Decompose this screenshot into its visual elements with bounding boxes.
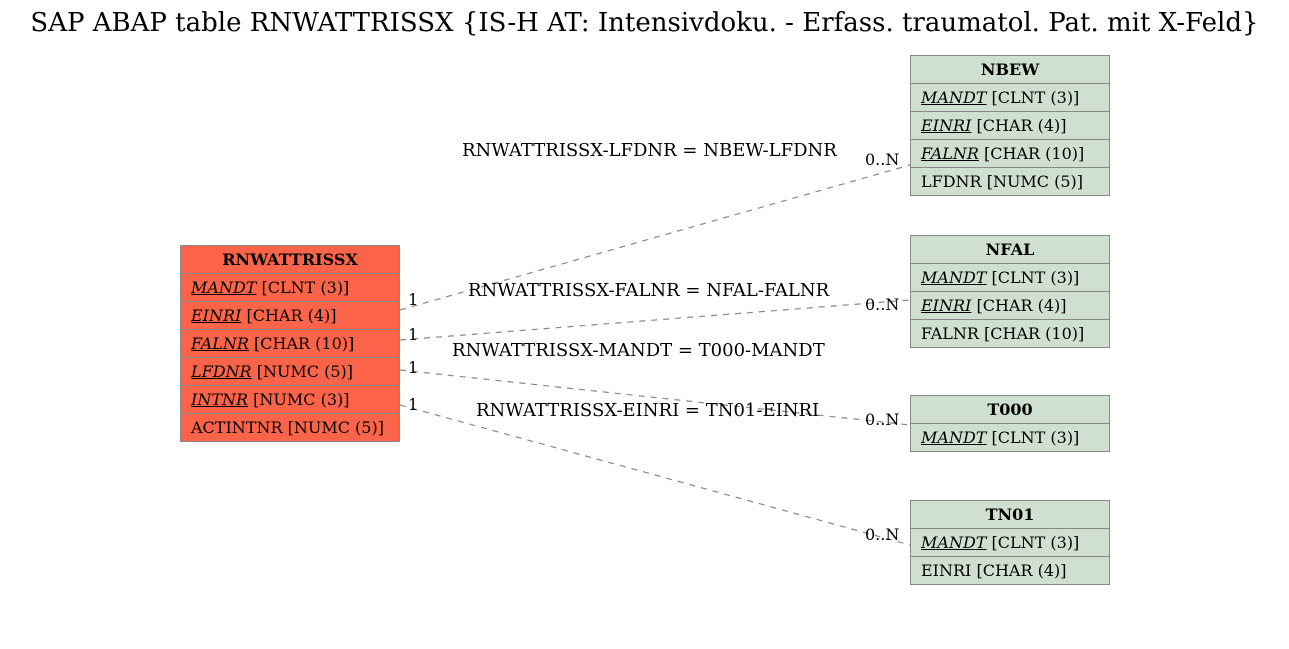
entity-field: MANDT [CLNT (3)] <box>911 264 1109 292</box>
entity-field: FALNR [CHAR (10)] <box>181 330 399 358</box>
entity-header: T000 <box>911 396 1109 424</box>
entity-field: LFDNR [NUMC (5)] <box>181 358 399 386</box>
cardinality-right: 0..N <box>865 150 899 169</box>
entity-field: EINRI [CHAR (4)] <box>911 112 1109 140</box>
cardinality-right: 0..N <box>865 295 899 314</box>
entity-rnwattrissx: RNWATTRISSXMANDT [CLNT (3)]EINRI [CHAR (… <box>180 245 400 442</box>
cardinality-left: 1 <box>408 358 418 377</box>
entity-header: RNWATTRISSX <box>181 246 399 274</box>
entity-field: LFDNR [NUMC (5)] <box>911 168 1109 195</box>
entity-nfal: NFALMANDT [CLNT (3)]EINRI [CHAR (4)]FALN… <box>910 235 1110 348</box>
entity-field: INTNR [NUMC (3)] <box>181 386 399 414</box>
entity-nbew: NBEWMANDT [CLNT (3)]EINRI [CHAR (4)]FALN… <box>910 55 1110 196</box>
relation-label: RNWATTRISSX-EINRI = TN01-EINRI <box>476 400 819 421</box>
relation-label: RNWATTRISSX-FALNR = NFAL-FALNR <box>468 280 829 301</box>
entity-t000: T000MANDT [CLNT (3)] <box>910 395 1110 452</box>
entity-field: MANDT [CLNT (3)] <box>911 84 1109 112</box>
entity-tn01: TN01MANDT [CLNT (3)]EINRI [CHAR (4)] <box>910 500 1110 585</box>
entity-field: ACTINTNR [NUMC (5)] <box>181 414 399 441</box>
diagram-title: SAP ABAP table RNWATTRISSX {IS-H AT: Int… <box>0 8 1289 38</box>
entity-field: MANDT [CLNT (3)] <box>911 529 1109 557</box>
entity-field: FALNR [CHAR (10)] <box>911 320 1109 347</box>
cardinality-left: 1 <box>408 325 418 344</box>
entity-header: NBEW <box>911 56 1109 84</box>
relation-label: RNWATTRISSX-LFDNR = NBEW-LFDNR <box>462 140 837 161</box>
cardinality-right: 0..N <box>865 410 899 429</box>
entity-field: EINRI [CHAR (4)] <box>181 302 399 330</box>
entity-field: MANDT [CLNT (3)] <box>911 424 1109 451</box>
entity-header: TN01 <box>911 501 1109 529</box>
cardinality-right: 0..N <box>865 525 899 544</box>
entity-field: EINRI [CHAR (4)] <box>911 557 1109 584</box>
entity-field: MANDT [CLNT (3)] <box>181 274 399 302</box>
cardinality-left: 1 <box>408 290 418 309</box>
entity-field: EINRI [CHAR (4)] <box>911 292 1109 320</box>
entity-header: NFAL <box>911 236 1109 264</box>
entity-field: FALNR [CHAR (10)] <box>911 140 1109 168</box>
cardinality-left: 1 <box>408 395 418 414</box>
relation-label: RNWATTRISSX-MANDT = T000-MANDT <box>452 340 825 361</box>
